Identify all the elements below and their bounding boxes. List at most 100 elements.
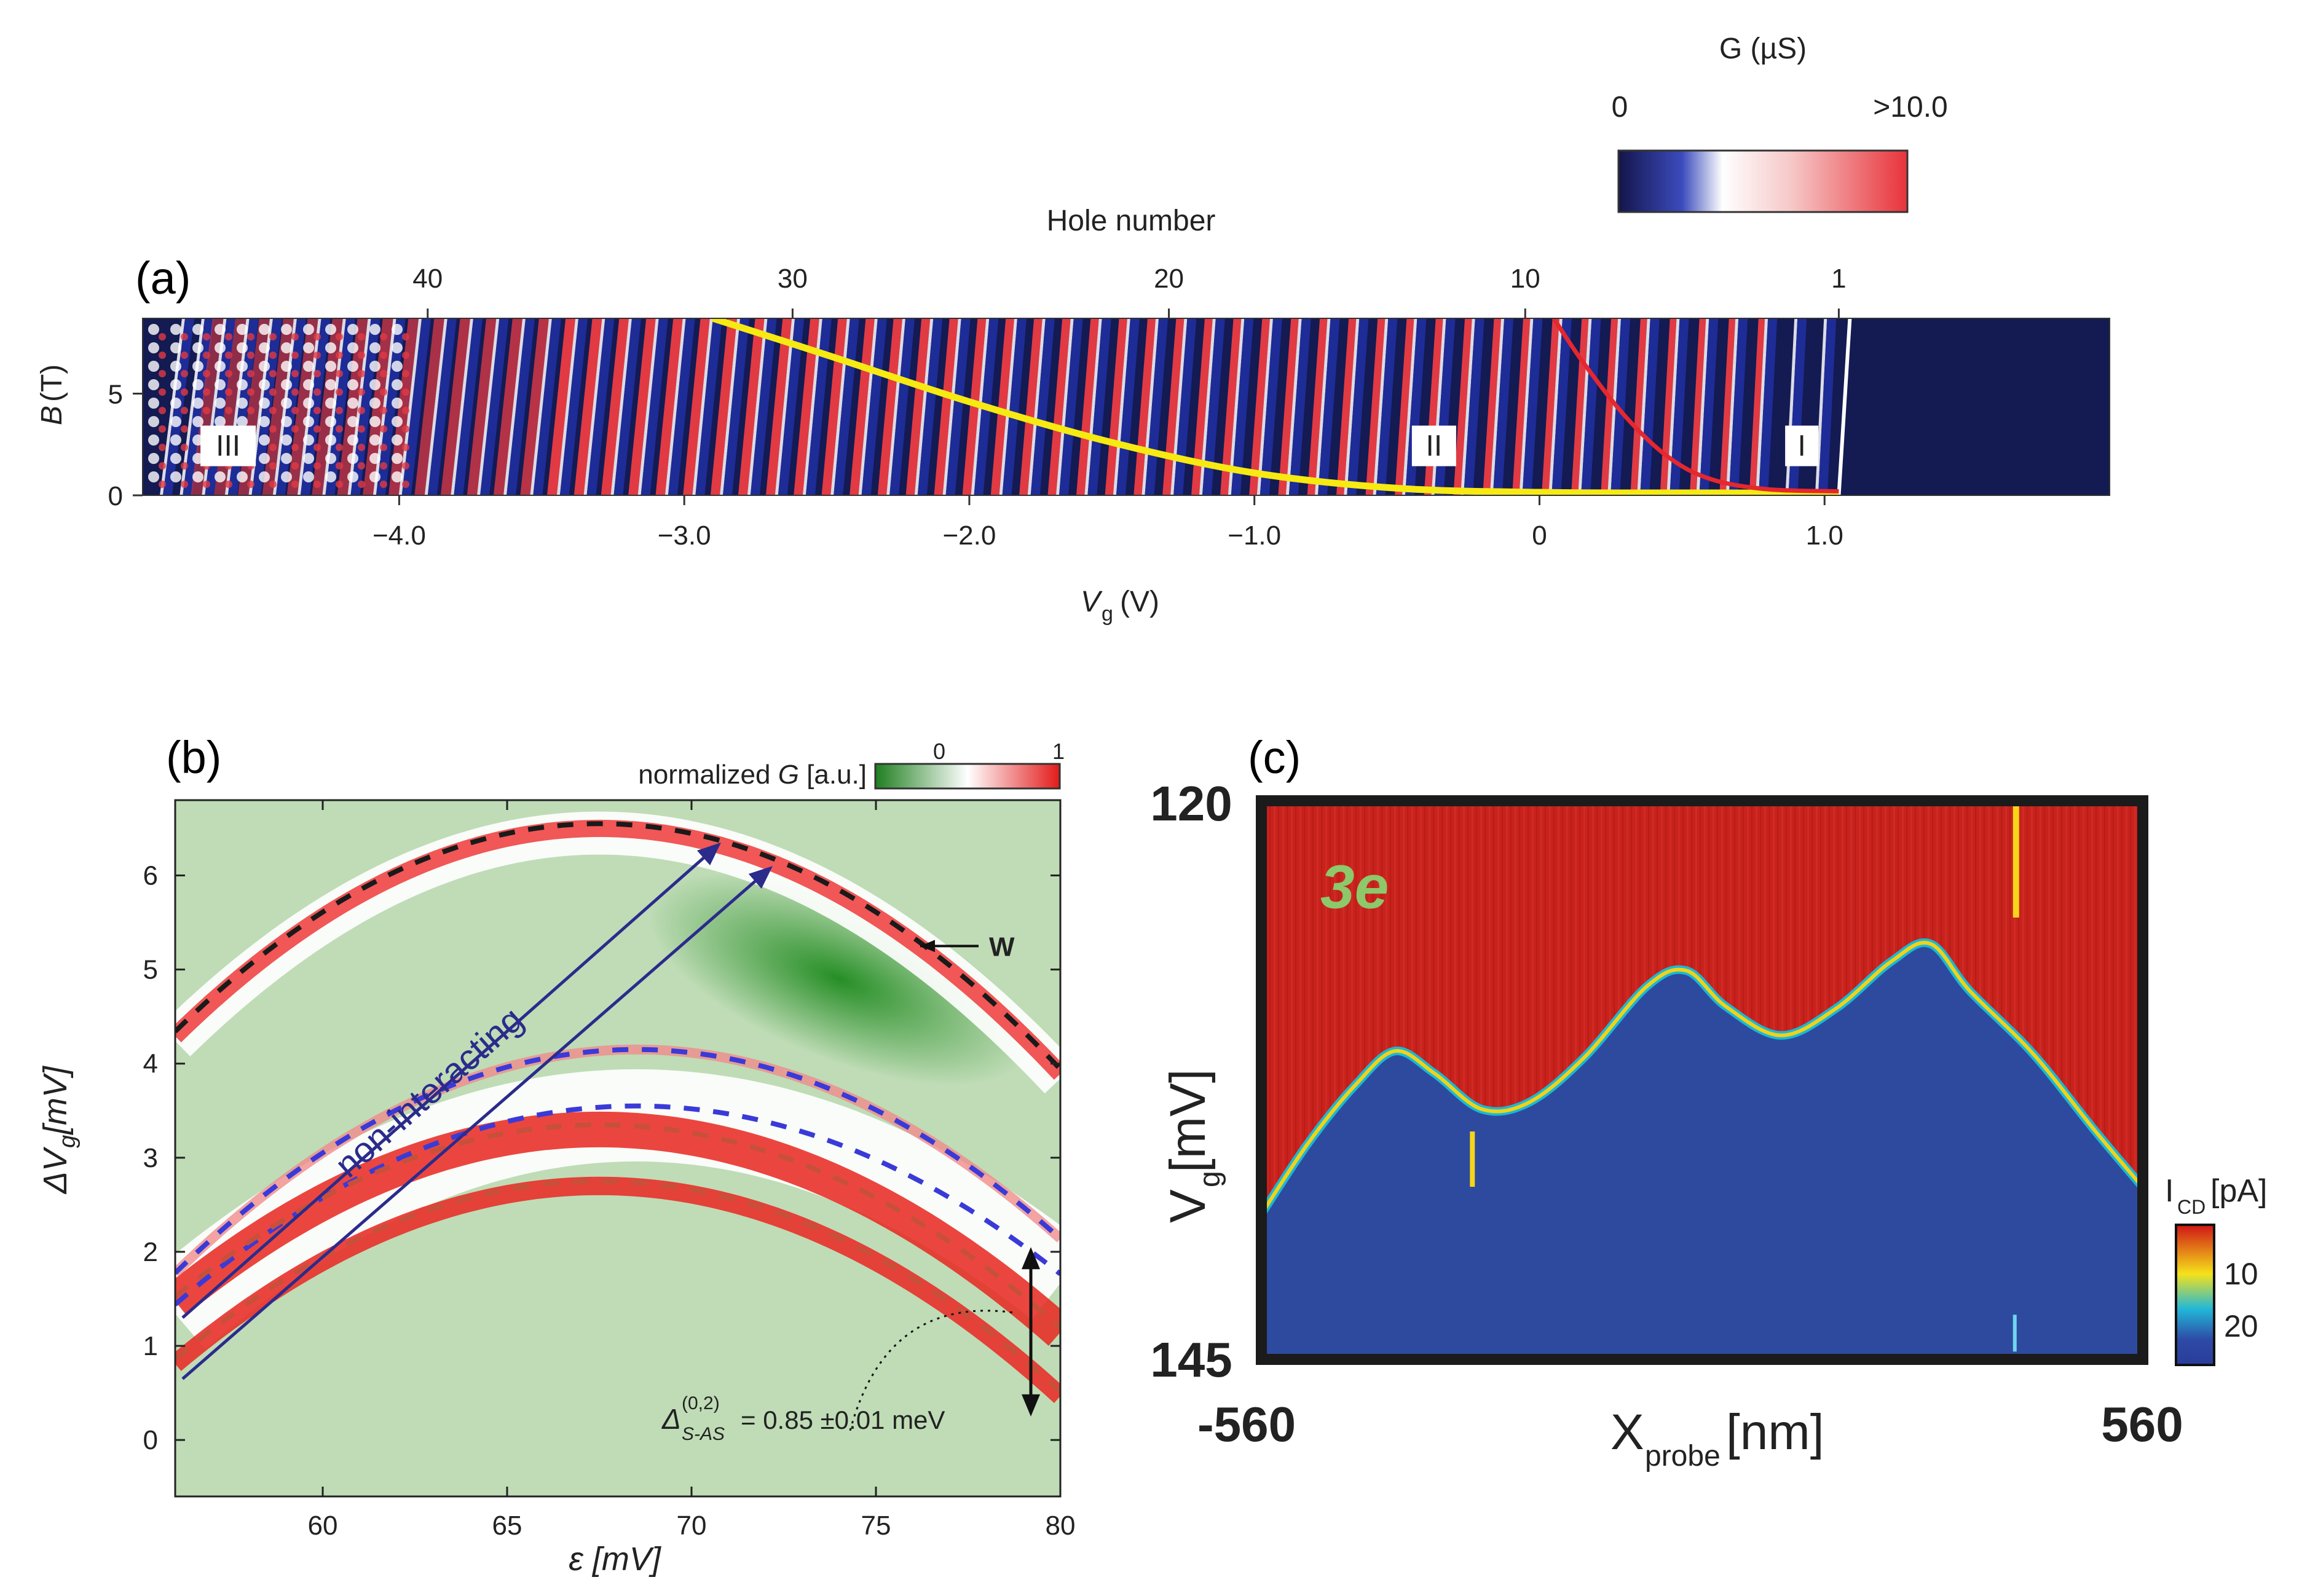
lattice-dot — [392, 453, 403, 464]
lattice-dot — [347, 416, 358, 427]
lattice-dot — [237, 471, 248, 482]
stripe-blue — [1087, 318, 1111, 495]
colorbar-b-tick-1: 1 — [1052, 739, 1065, 764]
stripe-white — [503, 318, 526, 495]
stripe-red — [1483, 318, 1502, 495]
lattice-dot — [313, 462, 321, 470]
stripe-blue — [1610, 318, 1631, 495]
lattice-dot — [237, 379, 248, 390]
stripe-blue — [300, 318, 331, 495]
stripe-blue — [454, 318, 483, 495]
lattice-dot — [269, 333, 277, 340]
colorbar-c-label-sub: CD — [2177, 1196, 2206, 1218]
lattice-dot — [203, 388, 210, 396]
lattice-dot — [148, 361, 159, 372]
lattice-dot — [148, 416, 159, 427]
x-tick-label-b: 60 — [308, 1511, 338, 1541]
lattice-dot — [303, 453, 314, 464]
colorbar-a-min: 0 — [1612, 91, 1628, 124]
lattice-dot — [181, 462, 188, 470]
lattice-dot — [358, 352, 365, 359]
lattice-dot — [148, 398, 159, 409]
lattice-dot — [281, 324, 292, 335]
panel-label-b: (b) — [166, 732, 221, 783]
lattice-dot — [159, 462, 166, 470]
lattice-dot — [402, 444, 409, 451]
lattice-dot — [148, 453, 159, 464]
lattice-dot — [313, 444, 321, 451]
stripe-red — [1601, 318, 1618, 495]
top-tick-label-a: 20 — [1154, 264, 1184, 294]
panel-b: (b) normalized G [a.u.] 0 1 non-interact… — [37, 732, 1075, 1578]
stripe-white — [1170, 318, 1188, 495]
stripe-red — [1660, 318, 1677, 495]
x-axis-label-a-unit: (V) — [1120, 586, 1159, 618]
lattice-dot — [392, 379, 403, 390]
lattice-dot — [380, 370, 387, 377]
y-axis-label-b: ΔV g [mV] — [37, 1065, 81, 1195]
frame-a — [142, 318, 2110, 496]
lattice-dot — [347, 398, 358, 409]
stripe-blue — [1464, 318, 1484, 495]
stripe-white — [637, 318, 659, 495]
region-label-text: II — [1426, 430, 1443, 463]
lattice-dot — [237, 342, 248, 353]
lattice-dot — [380, 388, 387, 396]
top-tick-label-a: 10 — [1510, 264, 1540, 294]
stripe-blue — [1231, 318, 1254, 495]
panel-label-c: (c) — [1248, 732, 1301, 783]
lattice-dot — [303, 398, 314, 409]
colorbar-c-bar — [2175, 1224, 2215, 1366]
frame-c — [1256, 795, 2148, 1365]
lattice-dot — [259, 416, 270, 427]
region-label-iii: III — [200, 425, 256, 466]
stripe-white — [424, 318, 447, 495]
heatmap-a — [143, 318, 2110, 495]
lattice-dot — [170, 434, 181, 446]
stripe-red — [738, 318, 765, 495]
lattice-dot — [203, 352, 210, 359]
lattice-dot — [159, 388, 166, 396]
stripe-red — [1249, 318, 1270, 495]
lattice-dot — [203, 333, 210, 340]
lattice-dot — [215, 379, 226, 390]
stripe-blue — [1288, 318, 1311, 495]
stripe-red — [191, 318, 224, 495]
panel-label-a: (a) — [135, 253, 191, 304]
stripe-white — [999, 318, 1018, 495]
lattice-dot — [170, 398, 181, 409]
stripe-white — [1637, 318, 1650, 495]
lattice-dot — [159, 444, 166, 451]
gap-annotation: Δ (0,2) S-AS = 0.85 ±0.01 meV — [661, 1393, 945, 1444]
band-upper-red — [175, 819, 1060, 1080]
stripe-blue — [1581, 318, 1601, 495]
lattice-dot — [325, 379, 336, 390]
colorbar-a-max: >10.0 — [1873, 91, 1947, 124]
lattice-dot — [181, 333, 188, 340]
lattice-dot — [281, 342, 292, 353]
stripe-white — [398, 318, 422, 495]
stripe-blue — [917, 318, 943, 495]
lattice-dot — [192, 471, 203, 482]
stripe-red — [1395, 318, 1414, 495]
lattice-dot — [392, 471, 403, 482]
lattice-dot — [215, 471, 226, 482]
stripe-red — [1453, 318, 1472, 495]
lattice-dot — [380, 444, 387, 451]
lattice-dot — [259, 324, 270, 335]
y-tick-label-a: 5 — [108, 379, 123, 409]
lattice-dot — [380, 425, 387, 433]
lattice-dot — [325, 434, 336, 446]
y-tick-label-b: 4 — [143, 1049, 158, 1079]
stripe-red — [1162, 318, 1185, 495]
lattice-dot — [291, 388, 299, 396]
y-tick-label-a: 0 — [108, 481, 123, 511]
lattice-dot — [313, 388, 321, 396]
x-tick-label-b: 80 — [1046, 1511, 1076, 1541]
lattice-dot — [247, 370, 254, 377]
lattice-dot — [369, 471, 380, 482]
y-tick-label-b: 0 — [143, 1425, 158, 1455]
x-ticks-b: 60 65 70 75 80 — [308, 800, 1076, 1541]
lattice-dot — [303, 361, 314, 372]
x-tick-label-a: 1.0 — [1806, 521, 1843, 551]
